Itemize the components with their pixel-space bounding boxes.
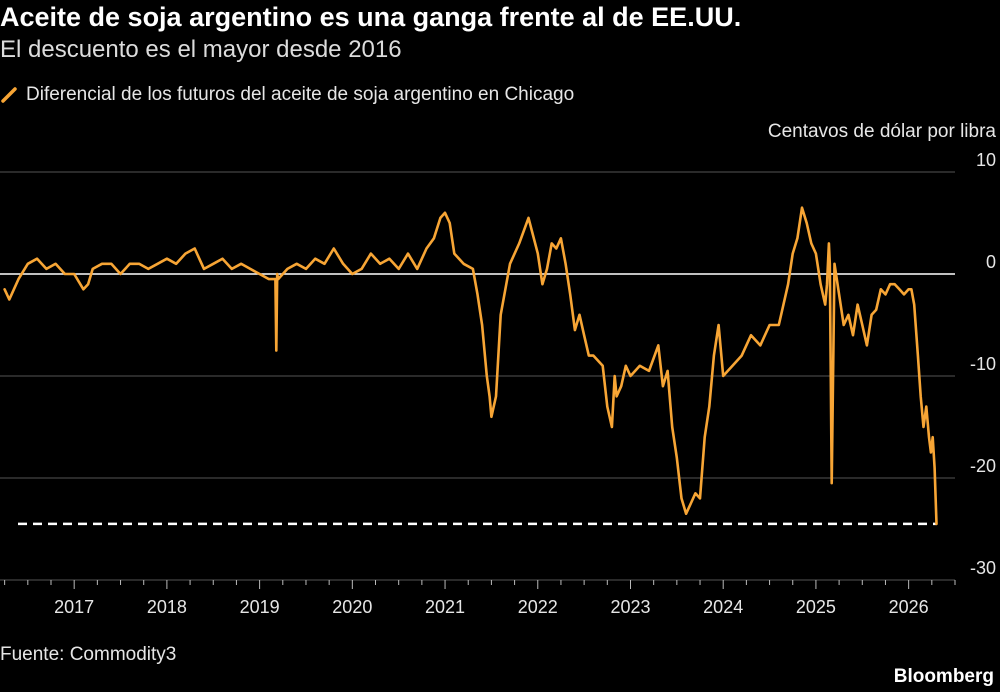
legend-swatch-icon [1, 87, 17, 103]
x-tick-label: 2022 [518, 597, 558, 617]
y-tick-label: 10 [976, 150, 996, 170]
x-tick-label: 2021 [425, 597, 465, 617]
x-tick-label: 2023 [610, 597, 650, 617]
y-tick-label: -20 [970, 456, 996, 476]
x-tick-label: 2026 [889, 597, 929, 617]
x-tick-label: 2018 [147, 597, 187, 617]
chart-title: Aceite de soja argentino es una ganga fr… [0, 2, 742, 32]
legend-label: Diferencial de los futuros del aceite de… [26, 84, 575, 105]
x-tick-label: 2017 [54, 597, 94, 617]
y-tick-label: -10 [970, 354, 996, 374]
y-axis-unit-label: Centavos de dólar por libra [767, 121, 996, 142]
chart-subtitle: El descuento es el mayor desde 2016 [0, 36, 402, 63]
source-note: Fuente: Commodity3 [0, 644, 177, 665]
y-tick-label: -30 [970, 558, 996, 578]
x-tick-label: 2025 [796, 597, 836, 617]
x-tick-label: 2020 [332, 597, 372, 617]
y-tick-label: 0 [986, 252, 996, 272]
legend: Diferencial de los futuros del aceite de… [0, 84, 574, 106]
series-line [3, 206, 938, 526]
line-chart: 10 0 -10 -20 -30 2017 2018 2019 2020 2021 2022 2023… [0, 150, 996, 617]
bloomberg-logo: Bloomberg [893, 666, 994, 687]
x-tick-label: 2019 [240, 597, 280, 617]
x-tick-label: 2024 [703, 597, 743, 617]
